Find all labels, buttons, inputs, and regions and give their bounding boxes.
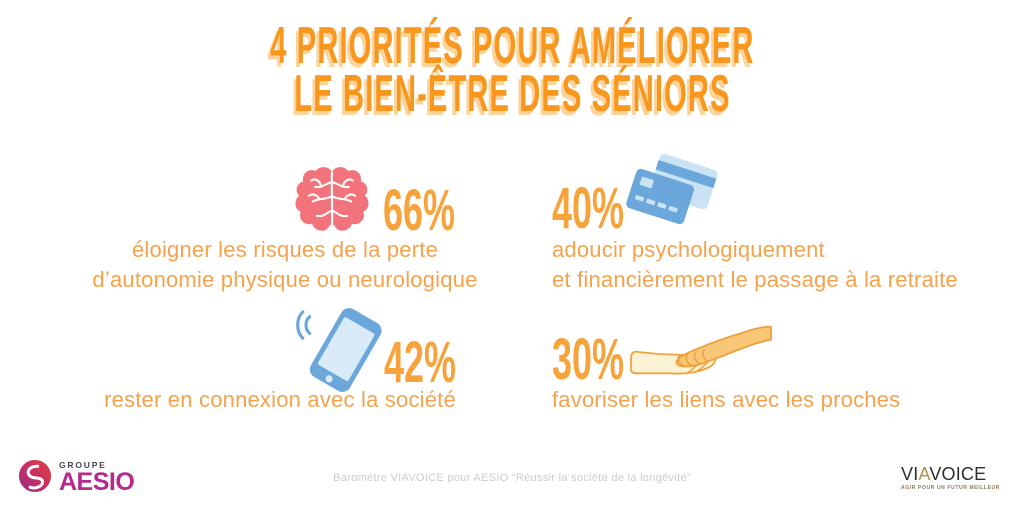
aesio-group-label: GROUPE [59, 460, 107, 470]
hands-icon [630, 316, 772, 395]
stat-caption-autonomy: éloigner les risques de la perte d’auton… [70, 235, 500, 295]
source-caption: Baromètre VIAVOICE pour AESIO “Réussir l… [333, 472, 691, 484]
stat-caption-line: d’autonomie physique ou neurologique [92, 267, 478, 292]
title-line-1: 4 PRIORITÉS POUR AMÉLIORER [269, 17, 755, 75]
viavoice-brand-name: VIAVOICE [901, 464, 987, 484]
aesio-mark-icon [18, 459, 52, 493]
stat-caption-line: adoucir psychologiquement [552, 237, 825, 262]
viavoice-logo: VIAVOICE AGIR POUR UN FUTUR MEILLEUR [901, 465, 1000, 491]
stat-value-connection: 42% [384, 330, 456, 395]
stat-value-autonomy: 66% [383, 178, 455, 243]
stat-caption-line: favoriser les liens avec les proches [552, 387, 901, 412]
aesio-brand-name: AESIO [59, 468, 135, 496]
stat-caption-relations: favoriser les liens avec les proches [552, 385, 982, 415]
stat-caption-line: rester en connexion avec la société [104, 387, 456, 412]
stat-value-relations: 30% [552, 327, 624, 392]
stat-caption-line: éloigner les risques de la perte [131, 237, 439, 262]
stat-caption-retirement: adoucir psychologiquement et financièrem… [552, 235, 997, 295]
aesio-group-logo: GROUPE AESIO [18, 456, 135, 496]
stat-value-retirement: 40% [552, 176, 624, 241]
credit-cards-icon [624, 153, 718, 247]
viavoice-tagline: AGIR POUR UN FUTUR MEILLEUR [901, 485, 1000, 491]
brain-icon [292, 163, 372, 240]
page-title: 4 PRIORITÉS POUR AMÉLIORER LE BIEN-ÊTRE … [0, 17, 1024, 123]
smartphone-icon [292, 304, 386, 399]
stat-caption-line: et financièrement le passage à la retrai… [552, 267, 958, 292]
stat-caption-connection: rester en connexion avec la société [60, 385, 500, 415]
title-line-2: LE BIEN-ÊTRE DES SÉNIORS [293, 65, 731, 123]
